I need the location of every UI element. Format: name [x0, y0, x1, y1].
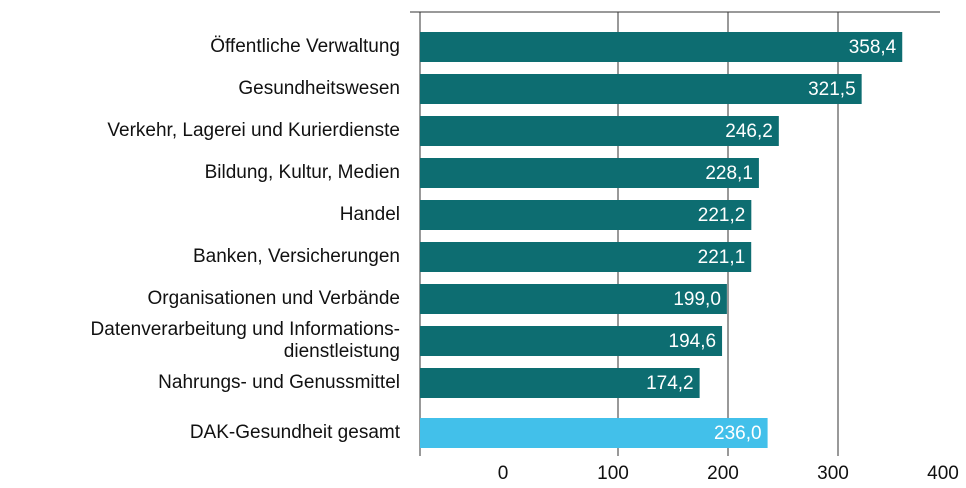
y-tick-label: Organisationen und Verbände	[148, 288, 400, 309]
bar	[420, 242, 752, 272]
value-label: 228,1	[705, 163, 753, 184]
bar	[420, 116, 779, 146]
y-tick-label: Datenverarbeitung und Informations-diens…	[91, 319, 400, 362]
y-tick-label: DAK-Gesundheit gesamt	[190, 422, 401, 443]
x-tick-label: 200	[707, 463, 739, 484]
y-tick-label: Verkehr, Lagerei und Kurierdienste	[107, 120, 400, 141]
bar	[420, 284, 727, 314]
value-label: 236,0	[714, 423, 762, 444]
y-tick-label: Nahrungs- und Genussmittel	[158, 372, 400, 393]
value-label: 199,0	[673, 289, 721, 310]
y-tick-label: Öffentliche Verwaltung	[210, 36, 400, 57]
bar	[420, 74, 862, 104]
bar	[420, 200, 752, 230]
bar	[420, 158, 759, 188]
value-label: 194,6	[669, 331, 717, 352]
y-tick-label: Handel	[340, 204, 400, 225]
value-label: 221,2	[698, 205, 746, 226]
x-tick-label: 400	[927, 463, 959, 484]
y-tick-label: Gesundheitswesen	[238, 78, 400, 99]
value-label: 174,2	[646, 373, 694, 394]
label-line: Datenverarbeitung und Informations-	[91, 319, 400, 340]
bar	[420, 418, 768, 448]
bar	[420, 32, 903, 62]
value-label: 246,2	[725, 121, 773, 142]
value-label: 321,5	[808, 79, 856, 100]
value-label: 358,4	[849, 37, 897, 58]
bar	[420, 368, 700, 398]
value-label: 221,1	[698, 247, 746, 268]
x-tick-label: 300	[817, 463, 849, 484]
y-tick-label: Bildung, Kultur, Medien	[205, 162, 400, 183]
label-line: dienstleistung	[284, 341, 400, 362]
y-tick-label: Banken, Versicherungen	[193, 246, 400, 267]
x-tick-label: 100	[597, 463, 629, 484]
x-tick-label: 0	[498, 463, 509, 484]
bar	[420, 326, 723, 356]
